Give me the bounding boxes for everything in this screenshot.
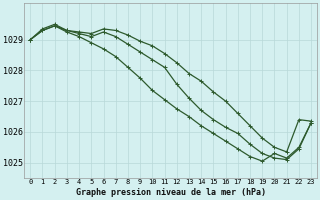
X-axis label: Graphe pression niveau de la mer (hPa): Graphe pression niveau de la mer (hPa) [76,188,266,197]
